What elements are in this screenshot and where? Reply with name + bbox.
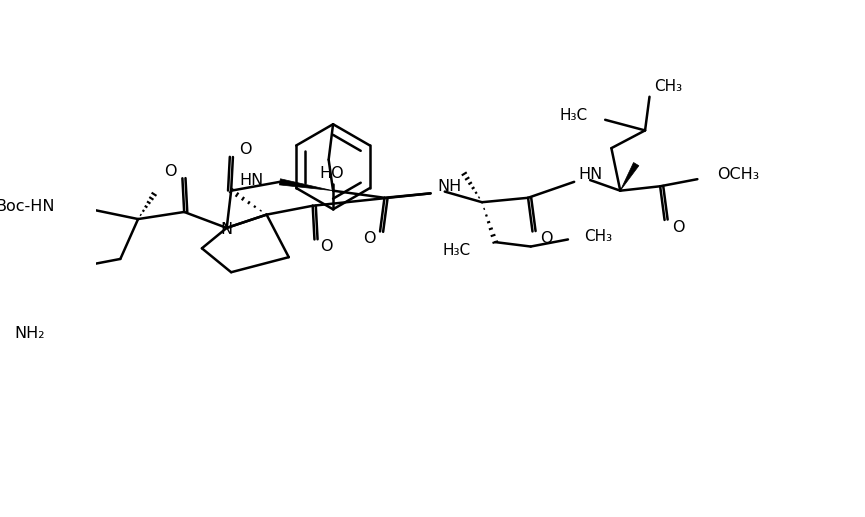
Text: Boc-HN: Boc-HN <box>0 199 54 214</box>
Text: CH₃: CH₃ <box>584 229 612 245</box>
Text: CH₃: CH₃ <box>654 79 682 94</box>
Text: O: O <box>672 220 685 235</box>
Text: NH₂: NH₂ <box>15 326 45 341</box>
Polygon shape <box>620 162 639 191</box>
Text: HN: HN <box>579 167 603 182</box>
Text: O: O <box>363 231 375 246</box>
Polygon shape <box>279 179 333 191</box>
Text: O: O <box>239 142 252 157</box>
Text: O: O <box>163 164 176 179</box>
Text: N: N <box>221 222 233 237</box>
Text: O: O <box>321 239 333 254</box>
Text: OCH₃: OCH₃ <box>717 167 759 182</box>
Text: H₃C: H₃C <box>560 108 587 123</box>
Text: H₃C: H₃C <box>442 244 471 258</box>
Text: NH: NH <box>438 179 462 194</box>
Text: HN: HN <box>240 173 264 188</box>
Text: HO: HO <box>319 166 343 181</box>
Text: O: O <box>541 231 553 246</box>
